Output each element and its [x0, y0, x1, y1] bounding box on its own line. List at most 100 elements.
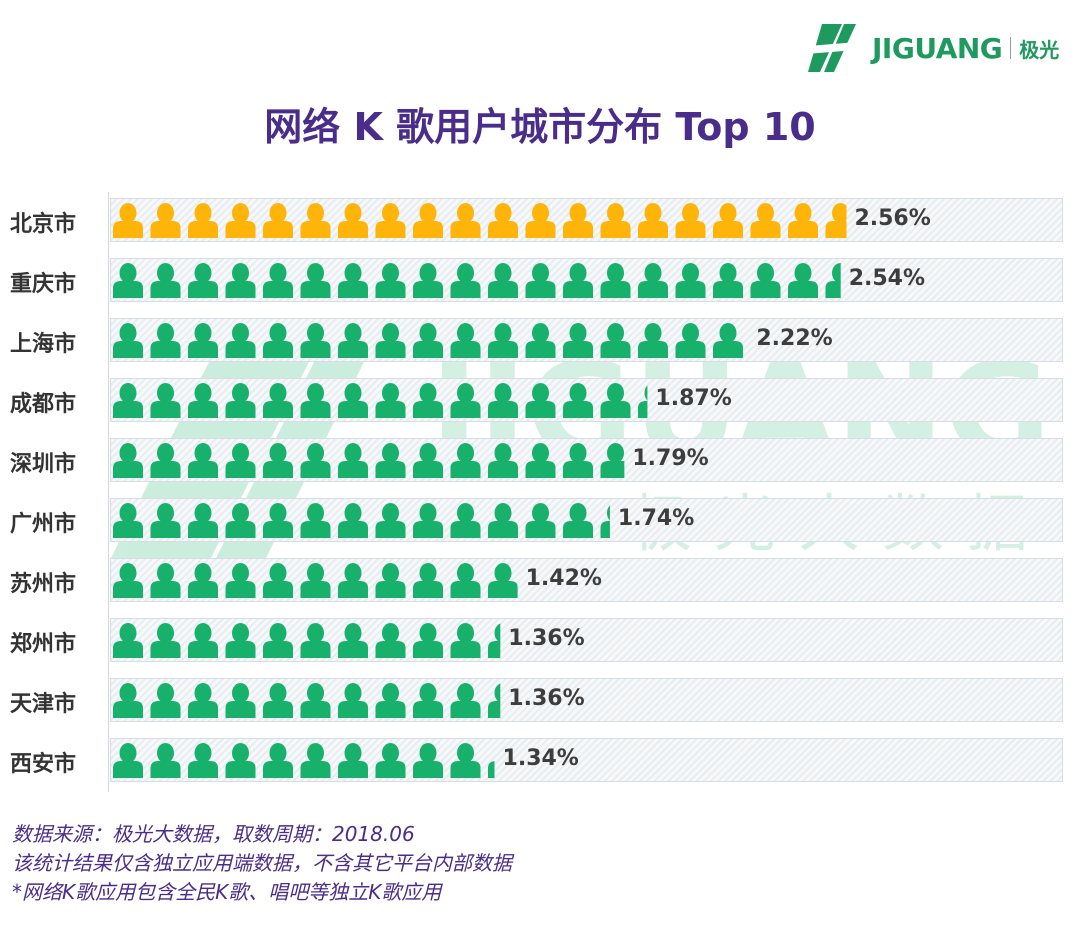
person-icon	[488, 323, 518, 358]
person-icon	[300, 683, 331, 718]
person-icon	[488, 443, 518, 478]
y-axis-line	[108, 192, 109, 792]
footer-notes: 数据来源：极光大数据，取数周期：2018.06 该统计结果仅含独立应用端数据，不…	[12, 820, 512, 907]
person-icon	[563, 263, 593, 298]
person-icon	[225, 563, 256, 598]
bar-value-9	[113, 743, 495, 778]
person-icon	[450, 383, 481, 418]
footer-definition: *网络K歌应用包含全民K歌、唱吧等独立K歌应用	[12, 880, 442, 904]
person-icon	[263, 683, 293, 718]
bar-value-1	[113, 263, 841, 298]
value-label: 1.87%	[655, 386, 732, 411]
person-icon	[450, 443, 481, 478]
person-icon	[413, 383, 443, 418]
person-icon	[375, 263, 406, 298]
person-icon	[338, 683, 368, 718]
person-icon	[263, 503, 293, 538]
person-icon	[188, 443, 218, 478]
person-icon	[825, 203, 847, 238]
person-icon	[638, 263, 668, 298]
value-label: 2.54%	[848, 266, 926, 291]
category-label: 上海市	[10, 332, 77, 357]
person-icon	[563, 503, 593, 538]
value-label: 1.36%	[508, 626, 585, 651]
person-icon	[263, 623, 293, 658]
person-icon	[413, 563, 443, 598]
person-icon	[751, 323, 781, 358]
person-icon	[413, 683, 443, 718]
person-icon	[563, 383, 593, 418]
person-icon	[263, 443, 293, 478]
category-label: 重庆市	[10, 272, 77, 297]
person-icon	[300, 383, 331, 418]
person-icon	[150, 323, 181, 358]
person-icon	[225, 383, 256, 418]
person-icon	[263, 323, 293, 358]
person-icon	[413, 443, 443, 478]
person-icon	[225, 743, 256, 778]
brand-cn-name: 极光	[1019, 37, 1060, 62]
person-icon	[375, 623, 406, 658]
person-icon	[600, 323, 631, 358]
person-icon	[225, 203, 256, 238]
person-icon	[338, 203, 368, 238]
person-icon	[338, 743, 368, 778]
person-icon	[375, 443, 406, 478]
person-icon	[113, 383, 143, 418]
bar-value-0	[113, 203, 847, 238]
person-icon	[488, 203, 518, 238]
person-icon	[300, 563, 331, 598]
category-label: 广州市	[10, 512, 77, 537]
person-icon	[675, 263, 706, 298]
person-icon	[188, 263, 218, 298]
person-icon	[113, 503, 143, 538]
value-label: 1.74%	[617, 506, 695, 531]
person-icon	[338, 383, 368, 418]
person-icon	[488, 503, 518, 538]
category-label: 天津市	[10, 692, 77, 717]
person-icon	[300, 203, 331, 238]
person-icon	[450, 263, 481, 298]
person-icon	[600, 203, 631, 238]
category-label: 成都市	[10, 392, 77, 417]
person-icon	[263, 383, 293, 418]
person-icon	[188, 683, 218, 718]
person-icon	[300, 263, 331, 298]
person-icon	[150, 683, 181, 718]
value-label: 2.22%	[756, 326, 833, 351]
chart-title: 网络 K 歌用户城市分布 Top 10	[264, 105, 816, 149]
person-icon	[225, 683, 256, 718]
person-icon	[263, 263, 293, 298]
bar-value-6	[113, 563, 518, 598]
person-icon	[750, 203, 781, 238]
person-icon	[563, 443, 593, 478]
bar-value-8	[113, 683, 501, 718]
brand-name: JIGUANG	[872, 31, 1003, 65]
person-icon	[788, 203, 818, 238]
person-icon	[188, 623, 218, 658]
person-icon	[113, 563, 143, 598]
brand-divider	[1010, 37, 1012, 59]
value-label: 1.36%	[508, 686, 585, 711]
person-icon	[375, 203, 406, 238]
person-icon	[375, 503, 406, 538]
person-icon	[600, 443, 625, 478]
person-icon	[675, 203, 706, 238]
person-icon	[150, 563, 181, 598]
person-icon	[113, 323, 143, 358]
person-icon	[150, 443, 181, 478]
category-label: 郑州市	[10, 632, 77, 657]
person-icon	[225, 443, 256, 478]
category-label: 西安市	[10, 752, 77, 777]
footer-scope: 该统计结果仅含独立应用端数据，不含其它平台内部数据	[12, 851, 512, 875]
person-icon	[338, 503, 368, 538]
value-label: 1.79%	[632, 446, 709, 471]
category-label: 北京市	[10, 212, 77, 237]
person-icon	[525, 263, 556, 298]
footer-source: 数据来源：极光大数据，取数周期：2018.06	[12, 822, 415, 846]
person-icon	[413, 623, 443, 658]
bar-value-4	[113, 443, 625, 478]
person-icon	[600, 505, 610, 538]
person-icon	[338, 263, 368, 298]
